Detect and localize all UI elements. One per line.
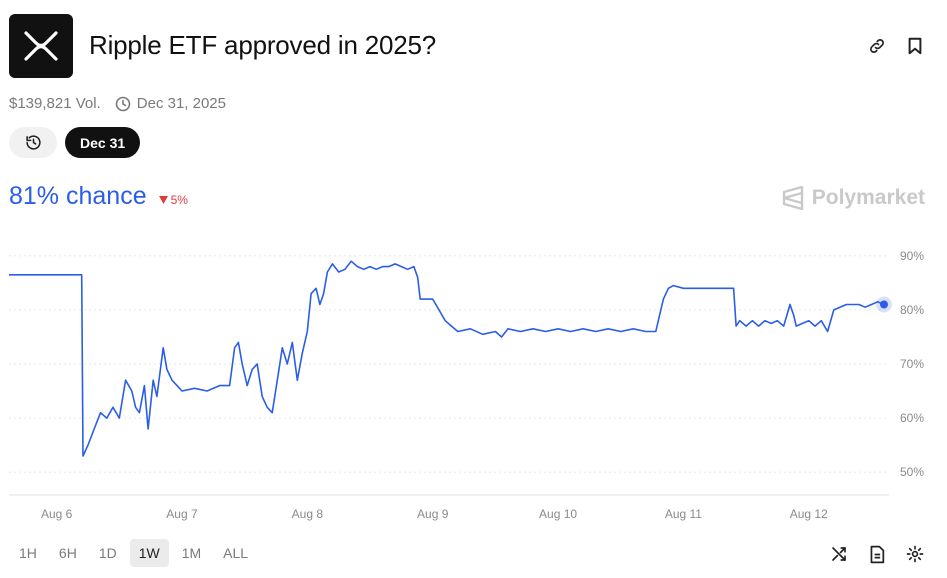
x-tick-label: Aug 8 [292, 507, 324, 521]
y-tick-label: 50% [900, 465, 924, 479]
bookmark-icon[interactable] [905, 36, 925, 56]
xrp-logo-icon [9, 14, 73, 78]
y-tick-label: 90% [900, 249, 924, 263]
history-icon [25, 135, 41, 150]
time-range-1d[interactable]: 1D [98, 545, 117, 561]
down-arrow-icon [158, 196, 168, 204]
shuffle-icon[interactable] [829, 544, 849, 564]
y-tick-label: 60% [900, 411, 924, 425]
volume-text: $139,821 Vol. [9, 95, 101, 112]
document-icon[interactable] [867, 544, 887, 564]
brand-text: Polymarket [811, 186, 925, 209]
page-title: Ripple ETF approved in 2025? [89, 30, 437, 60]
date-pill-button[interactable]: Dec 31 [65, 127, 141, 158]
x-tick-label: Aug 11 [665, 507, 702, 521]
time-range-1w[interactable]: 1W [129, 539, 169, 567]
time-range-6h[interactable]: 6H [58, 545, 77, 561]
y-tick-label: 70% [900, 357, 924, 371]
x-tick-label: Aug 9 [417, 507, 449, 521]
y-tick-label: 80% [900, 303, 924, 317]
time-range-1h[interactable]: 1H [19, 545, 37, 561]
history-button[interactable] [9, 127, 57, 158]
change-text: 5% [170, 193, 188, 207]
time-range-selector: 1H 6H 1D 1W 1M ALL [10, 539, 257, 567]
polymarket-logo-icon [782, 185, 803, 211]
settings-icon[interactable] [905, 544, 925, 564]
market-meta: $139,821 Vol. Dec 31, 2025 [9, 95, 226, 112]
last-point [879, 300, 888, 309]
clock-icon [115, 96, 131, 111]
series-line [9, 260, 885, 457]
x-tick-label: Aug 10 [539, 507, 577, 521]
polymarket-brand: Polymarket [782, 185, 925, 211]
x-tick-label: Aug 6 [41, 507, 73, 521]
price-chart[interactable]: 90% 80% 70% 60% 50% Aug 6 Aug 7 Aug 8 Aug 9 Aug 1… [0, 230, 947, 530]
end-date-text: Dec 31, 2025 [136, 95, 226, 112]
x-tick-label: Aug 7 [166, 507, 198, 521]
time-range-1m[interactable]: 1M [181, 545, 202, 561]
end-date: Dec 31, 2025 [115, 95, 226, 112]
link-icon[interactable] [867, 36, 887, 56]
change-badge: 5% [158, 193, 188, 207]
chance-value: 81% chance [9, 182, 147, 210]
time-range-all[interactable]: ALL [223, 545, 249, 561]
x-tick-label: Aug 12 [790, 507, 828, 521]
